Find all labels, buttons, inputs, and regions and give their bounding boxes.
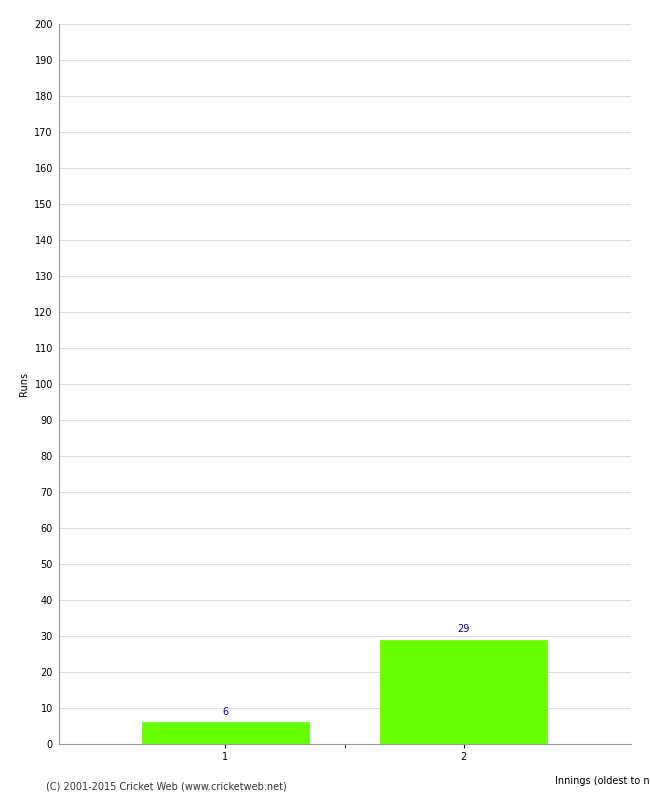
Text: (C) 2001-2015 Cricket Web (www.cricketweb.net): (C) 2001-2015 Cricket Web (www.cricketwe… [46,782,286,792]
X-axis label: Innings (oldest to newest): Innings (oldest to newest) [555,776,650,786]
Y-axis label: Runs: Runs [19,372,29,396]
Bar [142,722,309,744]
Text: 29: 29 [458,624,470,634]
Text: 6: 6 [222,707,228,717]
Bar [380,639,547,744]
